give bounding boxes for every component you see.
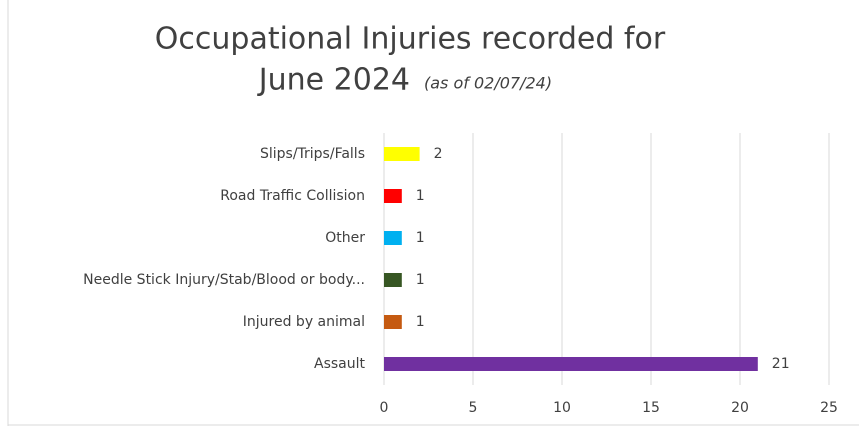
y-tick-label: Needle Stick Injury/Stab/Blood or body..…: [83, 272, 365, 288]
x-tick-label: 20: [731, 400, 749, 416]
bar: [384, 357, 758, 371]
bar: [384, 231, 402, 245]
bar: [384, 189, 402, 203]
x-tick-label: 5: [469, 400, 478, 416]
chart-title: Occupational Injuries recorded for: [155, 22, 666, 57]
x-tick-label: 25: [820, 400, 838, 416]
y-tick-label: Assault: [314, 356, 366, 372]
data-label: 21: [772, 356, 790, 372]
y-tick-label: Road Traffic Collision: [220, 188, 365, 204]
y-tick-label: Injured by animal: [243, 314, 365, 330]
chart-title: June 2024: [257, 63, 410, 98]
data-label: 1: [416, 314, 425, 330]
chart-subtitle: (as of 02/07/24): [424, 74, 552, 93]
data-label: 1: [416, 188, 425, 204]
data-label: 2: [434, 146, 443, 162]
y-tick-label: Other: [325, 230, 365, 246]
y-tick-label: Slips/Trips/Falls: [260, 146, 365, 162]
bar: [384, 147, 420, 161]
bar: [384, 273, 402, 287]
data-label: 1: [416, 272, 425, 288]
x-tick-label: 10: [553, 400, 571, 416]
x-tick-label: 15: [642, 400, 660, 416]
bar: [384, 315, 402, 329]
x-tick-label: 0: [380, 400, 389, 416]
data-label: 1: [416, 230, 425, 246]
